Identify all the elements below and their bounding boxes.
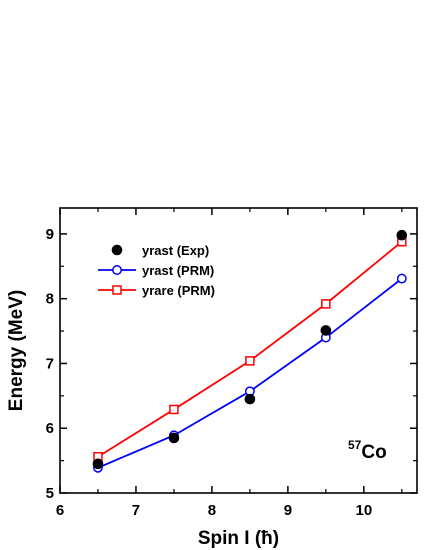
- legend-label: yrast (Exp): [142, 243, 209, 258]
- data-point: [320, 325, 332, 336]
- legend-label: yrare (PRM): [142, 283, 215, 298]
- legend-entry: yrast (PRM): [98, 263, 214, 278]
- y-tick-label: 7: [46, 355, 54, 372]
- legend-entry: yrare (PRM): [98, 283, 215, 298]
- legend-label: yrast (PRM): [142, 263, 214, 278]
- legend-marker: [112, 285, 122, 295]
- nucleus-annotation: 57Co: [348, 438, 387, 463]
- x-tick-label: 6: [56, 502, 64, 519]
- data-point: [396, 273, 407, 284]
- data-point: [245, 356, 255, 366]
- x-tick-label: 7: [132, 502, 140, 519]
- x-tick-label: 10: [355, 502, 372, 519]
- data-point: [92, 458, 104, 470]
- y-tick-label: 8: [46, 291, 54, 308]
- series-0: [92, 229, 408, 470]
- x-tick-label: 9: [284, 502, 292, 519]
- y-tick-label: 5: [46, 485, 54, 502]
- y-tick-label: 6: [46, 420, 54, 437]
- data-point: [244, 393, 256, 405]
- series-2: [93, 236, 407, 462]
- annotation-text: Co: [361, 442, 386, 463]
- legend-marker: [112, 265, 122, 275]
- data-point: [321, 299, 331, 309]
- y-axis-title: Energy (MeV): [6, 290, 27, 411]
- legend-marker: [111, 244, 123, 256]
- legend-entry: yrast (Exp): [111, 243, 209, 258]
- data-point: [396, 229, 408, 241]
- legend: yrast (Exp) yrast (PRM) yrare (PRM): [98, 243, 215, 298]
- plot-frame: [59, 207, 418, 494]
- data-point: [168, 432, 180, 444]
- data-point: [169, 404, 179, 415]
- y-tick-label: 9: [46, 226, 54, 243]
- annotation-superscript: 57: [348, 438, 362, 452]
- x-tick-label: 8: [208, 502, 216, 519]
- x-axis-title: Spin I (ħ): [198, 528, 279, 549]
